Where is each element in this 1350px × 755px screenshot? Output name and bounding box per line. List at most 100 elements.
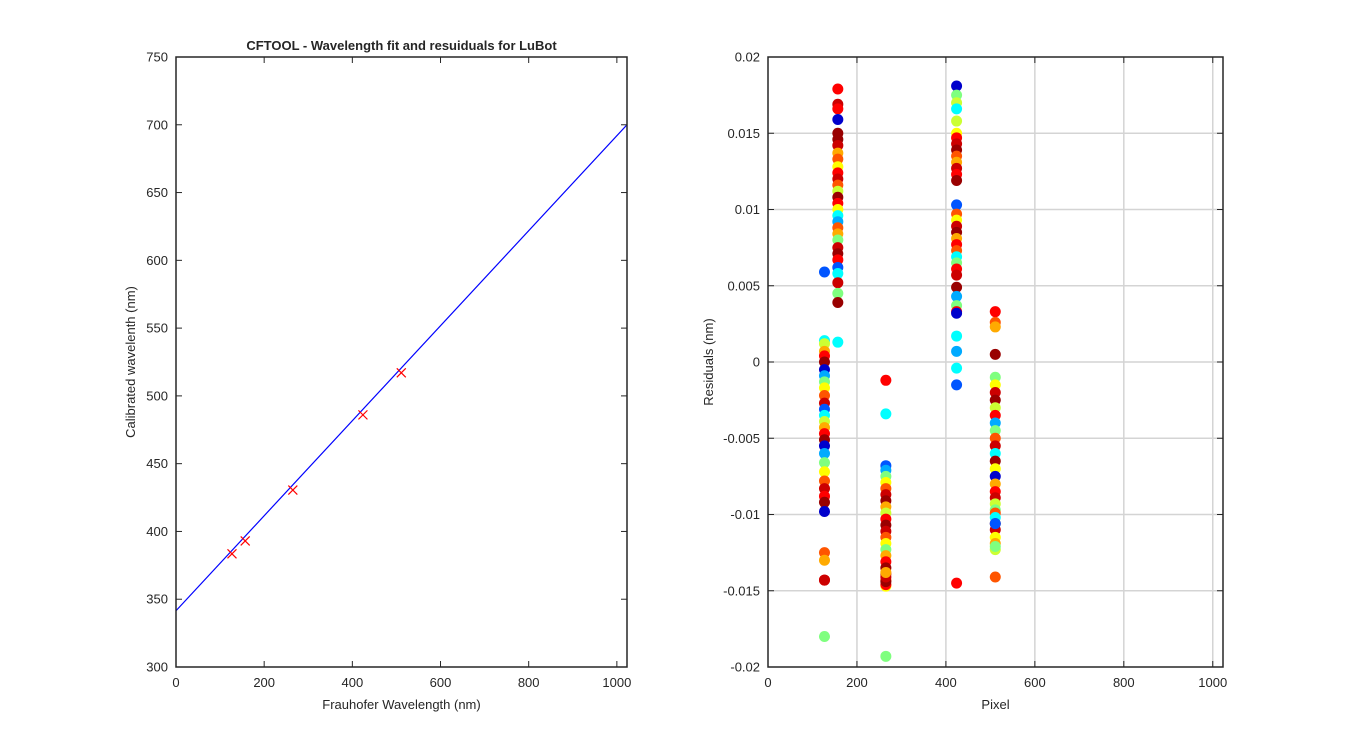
chart-title: CFTOOL - Wavelength fit and resuiduals f…	[246, 38, 557, 53]
scatter-point	[818, 338, 830, 350]
x-tick-label: 0	[172, 675, 179, 690]
scatter-point	[951, 80, 963, 92]
y-tick-label: -0.01	[730, 507, 760, 522]
scatter-point	[818, 390, 830, 402]
x-axis-label: Pixel	[981, 697, 1009, 712]
data-point-x-marker	[240, 536, 251, 546]
scatter-point	[818, 475, 830, 487]
scatter-point	[818, 440, 830, 452]
x-marker-stroke	[396, 367, 407, 378]
y-tick-label: -0.015	[723, 583, 760, 598]
scatter-point	[951, 290, 963, 302]
scatter-point	[951, 281, 963, 293]
x-marker-stroke	[240, 536, 251, 546]
scatter-point	[818, 496, 830, 508]
scatter-point	[818, 631, 830, 642]
y-tick-label: 650	[146, 185, 168, 200]
scatter-point	[989, 348, 1001, 360]
scatter-point	[989, 478, 1001, 490]
scatter-point	[832, 297, 844, 309]
y-tick-label: 400	[146, 524, 168, 539]
y-axis-label: Calibrated wavelenth (nm)	[123, 286, 138, 438]
fit-line	[175, 124, 628, 612]
scatter-point	[818, 574, 830, 586]
x-marker-stroke	[227, 548, 237, 559]
scatter-point	[989, 306, 1001, 318]
scatter-point	[989, 518, 1001, 530]
scatter-point	[832, 336, 844, 348]
scatter-point	[989, 417, 1001, 429]
scatter-point	[832, 114, 844, 126]
scatter-point	[989, 455, 1001, 467]
x-tick-label: 200	[846, 675, 868, 690]
x-tick-label: 800	[1113, 675, 1135, 690]
scatter-point	[832, 103, 844, 115]
scatter-point	[951, 199, 963, 211]
scatter-point	[989, 387, 1001, 398]
y-tick-label: -0.005	[723, 431, 760, 446]
y-tick-label: 450	[146, 456, 168, 471]
y-tick-label: 0.01	[735, 202, 760, 217]
x-tick-label: 400	[935, 675, 957, 690]
scatter-point	[818, 483, 830, 495]
y-tick-label: 0.015	[727, 126, 760, 141]
scatter-point	[989, 541, 1001, 553]
scatter-point	[989, 440, 1001, 452]
scatter-point	[818, 547, 830, 559]
x-marker-stroke	[358, 409, 368, 420]
scatter-point	[951, 362, 963, 374]
scatter-point	[989, 425, 1001, 437]
scatter-point	[880, 566, 892, 578]
scatter-point	[818, 554, 830, 566]
scatter-point	[989, 470, 1001, 482]
scatter-point	[832, 268, 844, 280]
x-tick-label: 600	[1024, 675, 1046, 690]
scatter-point	[951, 345, 963, 357]
scatter-point	[880, 374, 892, 386]
x-tick-label: 800	[518, 675, 540, 690]
scatter-point	[989, 394, 1001, 406]
scatter-point	[818, 382, 830, 394]
x-tick-label: 200	[253, 675, 275, 690]
scatter-point	[832, 287, 844, 299]
scatter-point	[818, 448, 830, 459]
scatter-point	[832, 254, 844, 266]
y-tick-label: 500	[146, 388, 168, 403]
y-tick-label: 750	[146, 50, 168, 65]
scatter-point	[951, 379, 963, 391]
scatter-point	[951, 269, 963, 281]
y-tick-label: 700	[146, 117, 168, 132]
scatter-point	[989, 371, 1001, 383]
residuals-panel: 0 200 400 600 800 1000 -0.02 -0.015 -0.01 -0.005 0…	[701, 50, 1227, 713]
x-tick-label: 1000	[602, 675, 631, 690]
scatter-point	[951, 307, 963, 319]
y-axis-label: Residuals (nm)	[701, 318, 716, 405]
scatter-point	[989, 409, 1001, 421]
x-axis-label: Frauhofer Wavelength (nm)	[322, 697, 480, 712]
scatter-point	[832, 83, 844, 95]
scatter-point	[989, 321, 1001, 333]
scatter-point	[989, 571, 1001, 583]
scatter-point	[832, 153, 844, 165]
scatter-point	[818, 457, 830, 469]
scatter-point	[951, 330, 963, 342]
scatter-point	[832, 139, 844, 151]
scatter-point	[989, 463, 1001, 475]
scatter-point	[989, 432, 1001, 444]
scatter-point	[989, 402, 1001, 414]
scatter-point	[951, 577, 963, 589]
data-point-x-marker	[227, 548, 237, 559]
y-tick-label: 600	[146, 253, 168, 268]
scatter-point	[818, 466, 830, 478]
scatter-point	[951, 89, 963, 101]
x-marker-stroke	[287, 485, 298, 496]
scatter-point	[832, 277, 844, 289]
wavelength-fit-panel: 0 200 400 600 800 1000 300 350 400 450 500 550 600 65…	[123, 38, 631, 712]
y-tick-label: 350	[146, 592, 168, 607]
scatter-point	[818, 505, 830, 517]
scatter-point	[818, 356, 830, 368]
y-tick-label: 0.005	[727, 278, 760, 293]
data-point-x-marker	[358, 409, 368, 420]
